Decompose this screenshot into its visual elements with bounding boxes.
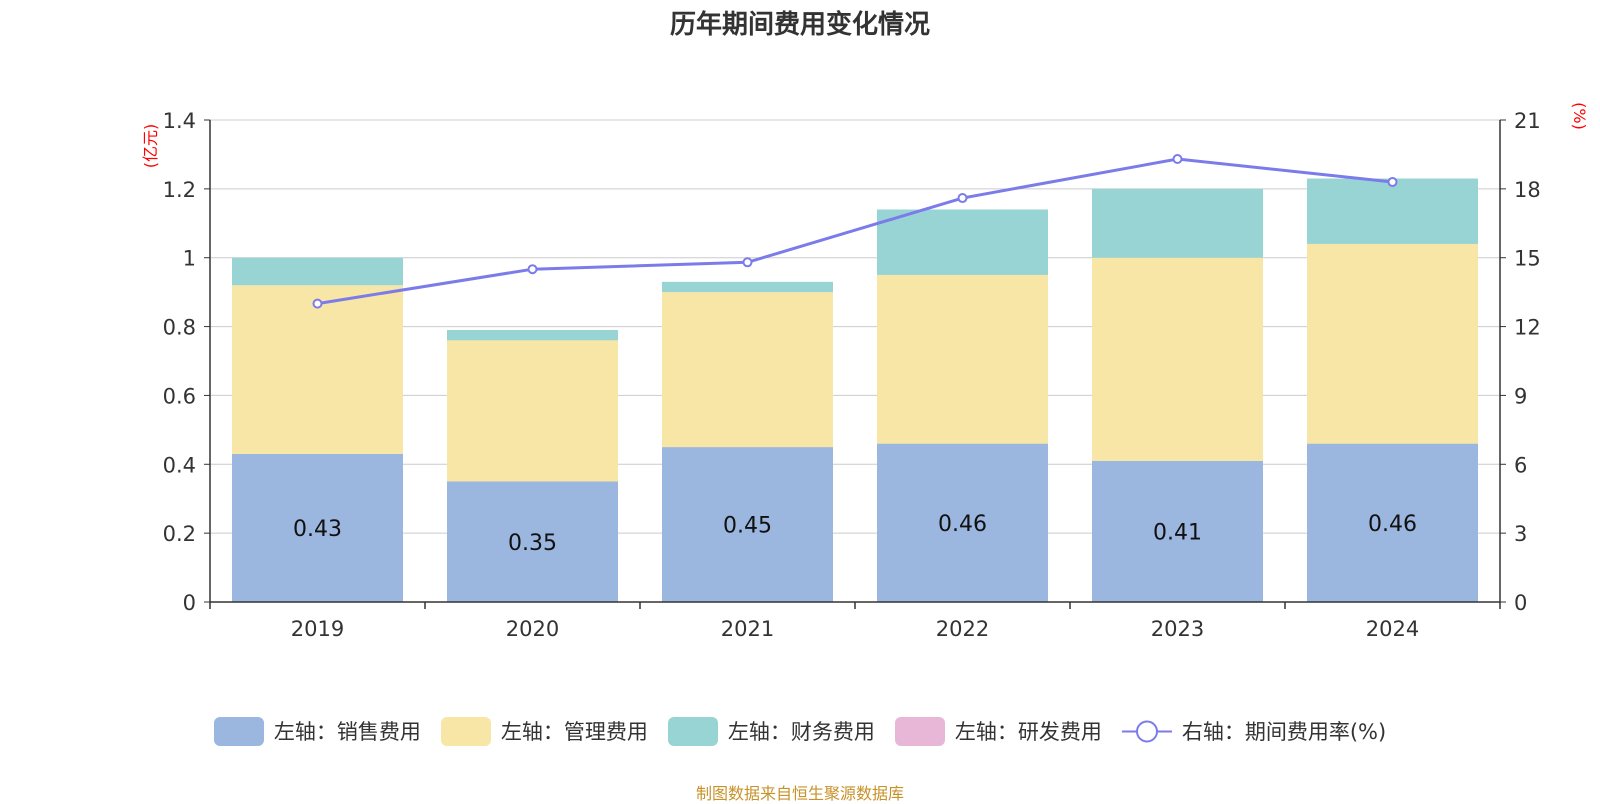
x-axis-tick-label: 2022 [936,617,989,641]
right-axis-tick-label: 12 [1514,316,1541,340]
right-axis-tick-label: 15 [1514,247,1541,271]
x-axis-tick-label: 2023 [1151,617,1204,641]
rate-point [1387,176,1398,187]
rate-line [312,154,1398,309]
left-axis-tick-label: 0.8 [163,316,196,340]
legend-swatch [213,716,264,746]
legend: 左轴：销售费用 左轴：管理费用 左轴：财务费用 左轴：研发费用 右轴：期间费用率(%) [0,716,1600,746]
bar-segment [447,340,618,482]
bar-segment [1092,460,1263,602]
legend-swatch [894,716,945,746]
bar-segment [662,292,833,448]
bar-value-label: 0.43 [293,517,342,542]
chart-title: 历年期间费用变化情况 [669,10,930,40]
left-axis-tick-label: 0.4 [163,453,196,477]
bar-segment [232,453,403,602]
left-axis-tick-label: 1.4 [163,109,196,133]
legend-label: 左轴：财务费用 [727,720,875,744]
legend-label: 左轴：管理费用 [500,720,648,744]
bar-segment [1307,178,1478,244]
legend-label: 右轴：期间费用率(%) [1181,720,1387,744]
legend-label: 左轴：销售费用 [273,720,421,744]
right-axis-tick-label: 9 [1514,384,1527,408]
rate-point [312,298,323,309]
bar-segment [232,285,403,454]
bar-segment [662,447,833,602]
legend-swatch [667,716,718,746]
bar-segment [447,481,618,602]
left-axis-tick-label: 1.2 [163,178,196,202]
legend-swatch [440,716,491,746]
left-axis-unit: (亿元) [141,124,160,169]
right-axis-tick-label: 6 [1514,453,1527,477]
bar-value-label: 0.35 [508,531,557,556]
bar-stacks [232,178,1478,602]
right-axis-unit: (%) [1570,102,1589,130]
bar-segment [1307,243,1478,444]
legend-item[interactable]: 左轴：研发费用 [894,716,1102,746]
bar-segment [877,274,1048,444]
legend-item[interactable]: 左轴：管理费用 [440,716,648,746]
left-axis-tick-label: 0.6 [163,384,196,408]
x-axis-tick-label: 2019 [291,617,344,641]
grid-lines [210,119,1500,534]
rate-line-path [317,157,1393,306]
bar-value-label: 0.45 [723,514,772,539]
bar-segment [877,443,1048,602]
labels: 0 0.2 0.4 0.6 0.8 1 1.2 1.4 0 3 6 9 12 15 18 21 2019 2020… [141,102,1589,641]
x-axis-tick-label: 2021 [721,617,774,641]
left-axis-tick-label: 0.2 [163,522,196,546]
left-axis-tick-label: 1 [183,247,196,271]
rate-point [527,264,538,275]
left-axis-tick-label: 0 [183,591,196,615]
right-axis-tick-label: 0 [1514,591,1527,615]
right-axis-tick-label: 18 [1514,178,1541,202]
right-axis-tick-label: 3 [1514,522,1527,546]
rate-point [957,193,968,204]
legend-line-marker [1121,720,1172,742]
bar-segment [447,330,618,341]
bar-segment [1092,188,1263,258]
bar-segment [1092,257,1263,461]
rate-point [1172,154,1183,165]
bar-value-label: 0.41 [1153,520,1202,545]
bar-value-label: 0.46 [938,512,987,537]
legend-item[interactable]: 左轴：财务费用 [667,716,875,746]
bar-segment [662,281,833,293]
x-axis-tick-label: 2024 [1366,617,1419,641]
right-axis-tick-label: 21 [1514,109,1541,133]
bar-segment [232,257,403,286]
rate-point [742,257,753,268]
axes [204,119,1506,609]
x-axis-tick-label: 2020 [506,617,559,641]
legend-label: 左轴：研发费用 [954,720,1102,744]
source-note: 制图数据来自恒生聚源数据库 [695,784,904,803]
bar-segment [1307,443,1478,602]
bar-segment [877,209,1048,275]
legend-item[interactable]: 右轴：期间费用率(%) [1121,716,1387,746]
legend-item[interactable]: 左轴：销售费用 [213,716,421,746]
bar-value-label: 0.46 [1368,512,1417,537]
